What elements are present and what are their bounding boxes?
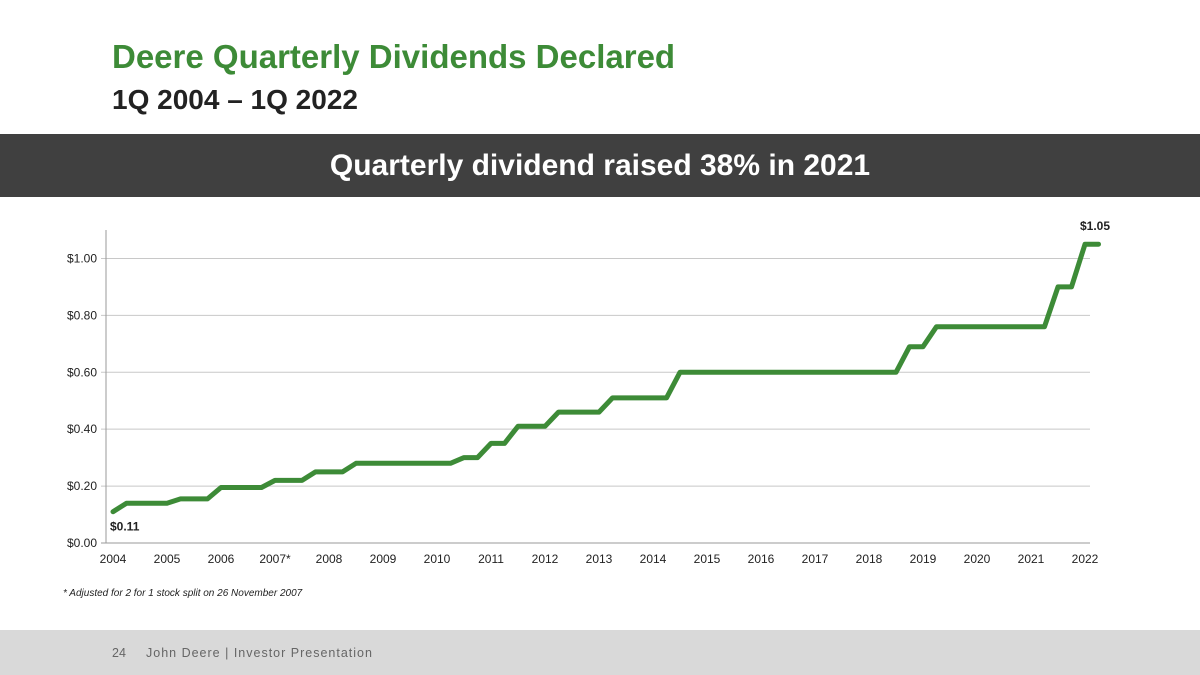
x-tick-label: 2019 <box>910 552 937 566</box>
dividend-series-line <box>110 241 1101 515</box>
dividend-line-chart: $0.00 $0.20 $0.40 $0.60 $0.80 $1.00 2004 2005 20… <box>67 219 1110 566</box>
x-tick-label: 2015 <box>694 552 721 566</box>
x-tick-label: 2004 <box>100 552 127 566</box>
x-tick-label: 2018 <box>856 552 883 566</box>
x-tick-label: 2011 <box>478 552 504 566</box>
x-tick-label: 2010 <box>424 552 451 566</box>
y-tick-label: $0.80 <box>67 308 97 322</box>
footer-source: John Deere | Investor Presentation <box>146 646 373 660</box>
x-tick-label: 2013 <box>586 552 613 566</box>
data-label: $0.11 <box>110 520 140 534</box>
x-tick-label: 2006 <box>208 552 235 566</box>
x-tick-label: 2007* <box>259 552 291 566</box>
x-tick-label: 2014 <box>640 552 667 566</box>
y-tick-label: $0.00 <box>67 536 97 550</box>
x-tick-label: 2022 <box>1072 552 1099 566</box>
x-tick-label: 2009 <box>370 552 397 566</box>
page-subtitle: 1Q 2004 – 1Q 2022 <box>112 84 358 115</box>
x-tick-label: 2021 <box>1018 552 1045 566</box>
y-tick-label: $0.40 <box>67 422 97 436</box>
page-footer: 24 John Deere | Investor Presentation <box>0 630 1200 675</box>
y-tick-label: $1.00 <box>67 251 97 265</box>
y-tick-label: $0.20 <box>67 479 97 493</box>
x-tick-label: 2012 <box>532 552 559 566</box>
page-number: 24 <box>112 646 126 660</box>
headline-banner: Quarterly dividend raised 38% in 2021 <box>0 134 1200 197</box>
footnote: * Adjusted for 2 for 1 stock split on 26… <box>63 588 303 599</box>
page-title: Deere Quarterly Dividends Declared <box>112 38 676 75</box>
y-tick-label: $0.60 <box>67 365 97 379</box>
x-tick-label: 2005 <box>154 552 181 566</box>
x-tick-label: 2017 <box>802 552 829 566</box>
data-label: $1.05 <box>1080 219 1110 233</box>
x-tick-label: 2008 <box>316 552 343 566</box>
x-tick-label: 2020 <box>964 552 991 566</box>
x-tick-label: 2016 <box>748 552 775 566</box>
